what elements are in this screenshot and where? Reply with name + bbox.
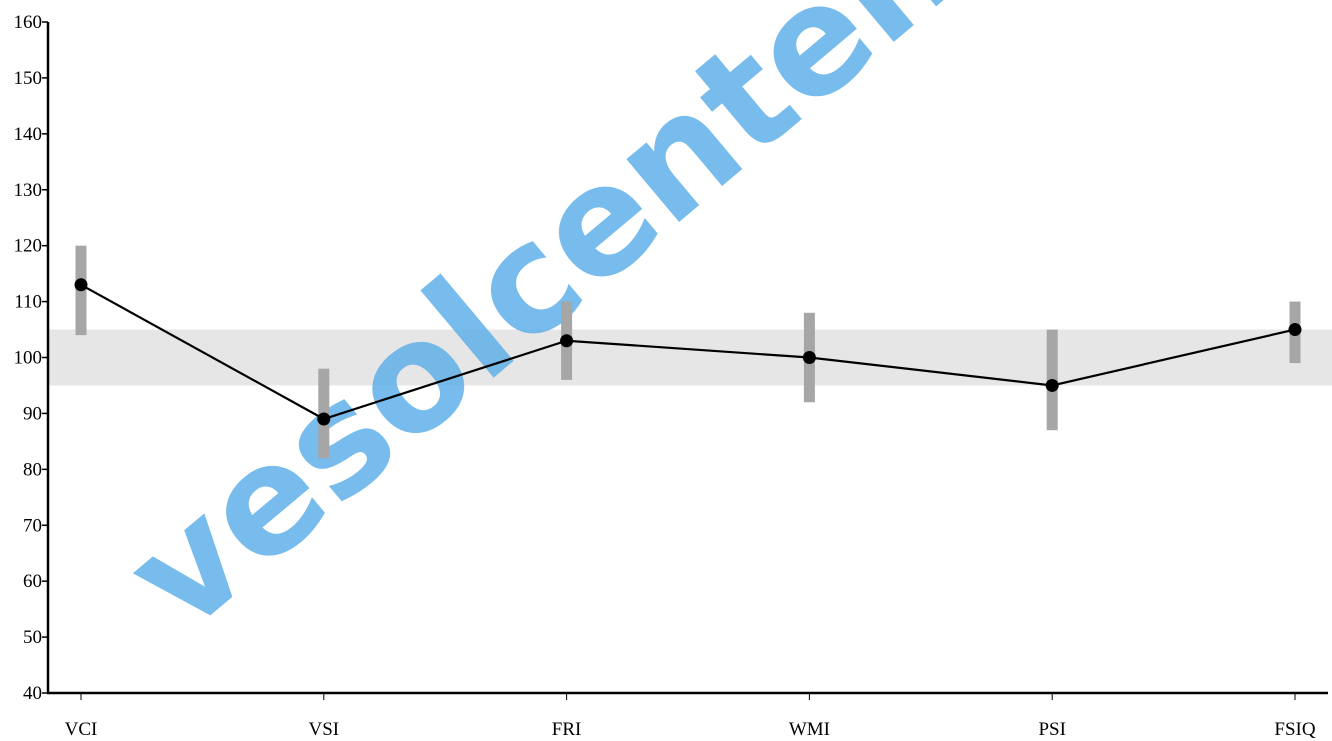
data-point bbox=[1045, 378, 1059, 392]
data-point bbox=[1288, 323, 1302, 337]
x-tick-label: VCI bbox=[65, 719, 98, 740]
x-tick-label: WMI bbox=[789, 719, 830, 740]
x-tick-label: FSIQ bbox=[1274, 719, 1315, 740]
series-line bbox=[80, 283, 1296, 421]
y-tick-label: 90 bbox=[23, 403, 42, 424]
y-tick-label: 130 bbox=[14, 180, 43, 201]
y-tick-label: 60 bbox=[23, 571, 42, 592]
y-axis-ticks: 40 50 60 70 80 90 100 110 120 130 140 150 160 bbox=[14, 12, 48, 704]
data-point bbox=[317, 412, 331, 426]
y-tick-label: 140 bbox=[14, 124, 43, 145]
y-tick-label: 40 bbox=[23, 683, 42, 704]
y-tick-label: 100 bbox=[14, 348, 43, 369]
y-tick-label: 80 bbox=[23, 459, 42, 480]
y-tick-label: 110 bbox=[14, 292, 42, 313]
data-point bbox=[802, 351, 816, 364]
x-tick-label: VSI bbox=[308, 719, 339, 740]
x-tick-label: FRI bbox=[552, 719, 582, 740]
y-tick-label: 150 bbox=[14, 68, 43, 89]
data-point bbox=[560, 334, 574, 348]
y-tick-label: 50 bbox=[23, 627, 42, 648]
y-tick-label: 160 bbox=[14, 12, 43, 33]
average-range-band bbox=[48, 329, 1332, 386]
y-tick-label: 120 bbox=[14, 236, 43, 257]
data-point bbox=[74, 278, 88, 292]
data-points bbox=[74, 278, 1302, 426]
x-axis-ticks: VCI VSI FRI WMI PSI FSIQ bbox=[65, 693, 1316, 740]
y-tick-label: 70 bbox=[23, 515, 42, 536]
x-tick-label: PSI bbox=[1038, 719, 1065, 740]
